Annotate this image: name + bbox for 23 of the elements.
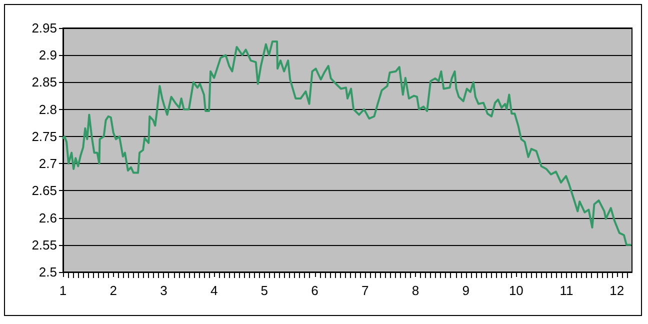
x-tick-label: 2	[110, 283, 117, 298]
x-tick-label: 10	[508, 283, 524, 298]
y-tick-label: 2.85	[32, 74, 57, 90]
line-series	[62, 40, 632, 246]
y-tick-label: 2.9	[38, 48, 57, 63]
x-tick-label: 11	[560, 283, 574, 298]
x-tick-label: 5	[260, 283, 268, 298]
x-tick-label: 9	[462, 283, 470, 298]
x-tick-label: 7	[362, 283, 369, 298]
x-tick-label: 4	[210, 283, 218, 298]
y-tick-label: 2.6	[38, 210, 57, 226]
y-tick-label: 2.95	[32, 20, 57, 36]
y-tick-label: 2.7	[38, 156, 57, 172]
y-tick-label: 2.8	[38, 102, 57, 117]
y-tick-label: 2.65	[32, 183, 57, 198]
y-tick-label: 2.5	[38, 264, 57, 280]
x-tick-label: 8	[412, 283, 420, 298]
y-tick-label: 2.55	[32, 237, 57, 252]
x-tick-label: 3	[160, 283, 168, 298]
x-tick-label: 6	[311, 283, 318, 298]
x-tick-label: 1	[59, 283, 67, 298]
x-tick-label: 12	[610, 283, 624, 298]
y-tick-label: 2.75	[32, 128, 57, 144]
